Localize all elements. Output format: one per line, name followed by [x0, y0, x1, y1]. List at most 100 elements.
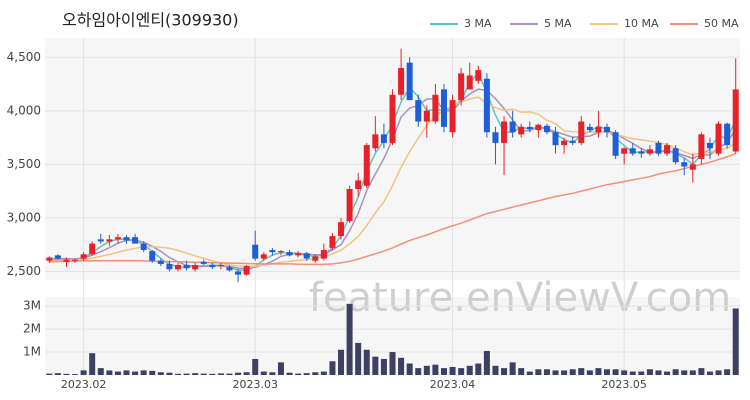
volume-bar — [440, 368, 447, 375]
y-tick-label: 3M — [23, 299, 41, 313]
volume-bar — [97, 368, 104, 375]
volume-bar — [415, 368, 422, 375]
volume-bar — [501, 368, 508, 375]
candle-body — [535, 124, 542, 131]
candle-body — [552, 132, 559, 146]
volume-bar — [372, 356, 379, 375]
volume-bar — [595, 368, 602, 375]
volume-bar — [604, 369, 611, 375]
candle-body — [569, 140, 576, 143]
candle-body — [475, 70, 482, 81]
volume-bar — [483, 350, 490, 375]
volume-bar — [621, 370, 628, 375]
candle-body — [46, 257, 53, 261]
candle-body — [561, 140, 568, 146]
ma-line — [49, 96, 737, 268]
volume-bar — [329, 361, 336, 375]
watermark: feature.enViewV.com — [309, 275, 731, 321]
candle-body — [295, 253, 302, 256]
volume-bar — [243, 372, 250, 375]
volume-bar — [72, 374, 79, 375]
volume-bar — [80, 370, 87, 375]
volume-bar — [355, 342, 362, 375]
candle-body — [217, 265, 224, 267]
volume-bar — [586, 370, 593, 375]
candle-body — [466, 75, 473, 90]
candle-body — [689, 164, 696, 170]
x-tick-label: 2023.04 — [430, 378, 476, 391]
legend-label: 50 MA — [704, 17, 739, 30]
candle-body — [664, 145, 671, 154]
candle-body — [149, 251, 156, 261]
candle-body — [260, 254, 267, 259]
volume-bar — [715, 370, 722, 375]
volume-bar — [698, 368, 705, 375]
candle-body — [252, 244, 259, 259]
volume-bar — [552, 370, 559, 375]
candle-body — [432, 94, 439, 122]
candle-body — [681, 162, 688, 167]
volume-bar — [535, 369, 542, 375]
candle-body — [509, 121, 516, 133]
volume-bar — [132, 371, 139, 375]
volume-bar — [183, 373, 190, 375]
volume-bar — [338, 349, 345, 375]
volume-bar — [724, 369, 731, 375]
candle-body — [192, 265, 199, 270]
candle-body — [226, 267, 233, 271]
candle-body — [698, 134, 705, 159]
y-tick-label: 2,500 — [7, 264, 41, 278]
candle-body — [277, 251, 284, 253]
y-tick-label: 4,500 — [7, 50, 41, 64]
candle-body — [200, 261, 207, 264]
candle-body — [672, 148, 679, 163]
volume-bar — [235, 372, 242, 375]
candle-body — [586, 126, 593, 131]
legend-label: 10 MA — [624, 17, 659, 30]
volume-bar — [63, 373, 70, 375]
candle-body — [638, 151, 645, 154]
volume-bar — [166, 372, 173, 375]
volume-bar — [312, 372, 319, 375]
volume-bar — [672, 369, 679, 375]
candle-body — [440, 89, 447, 127]
volume-bar — [106, 370, 113, 375]
volume-bar — [492, 365, 499, 375]
candle-body — [380, 134, 387, 143]
candle-body — [518, 126, 525, 135]
volume-bar — [423, 365, 430, 375]
volume-bar — [406, 363, 413, 375]
volume-bar — [123, 370, 130, 375]
volume-bar — [389, 352, 396, 375]
volume-bar — [260, 371, 267, 375]
candle-body — [389, 94, 396, 143]
volume-bar — [509, 362, 516, 375]
volume-bar — [664, 371, 671, 375]
volume-bar — [269, 372, 276, 375]
x-tick-label: 2023.03 — [232, 378, 278, 391]
candle-body — [458, 73, 465, 101]
candle-body — [732, 89, 739, 152]
volume-bar — [200, 373, 207, 375]
candle-body — [329, 236, 336, 248]
volume-bar — [89, 353, 96, 375]
volume-bar — [217, 373, 224, 375]
candle-body — [501, 121, 508, 143]
candle-body — [89, 243, 96, 255]
candle-body — [235, 271, 242, 275]
volume-bar — [226, 373, 233, 375]
candle-body — [97, 239, 104, 242]
volume-bar — [638, 371, 645, 375]
candle-body — [243, 266, 250, 275]
volume-bar — [295, 373, 302, 375]
candle-body — [543, 125, 550, 133]
volume-bar — [655, 370, 662, 375]
candle-body — [372, 134, 379, 149]
x-tick-label: 2023.02 — [61, 378, 107, 391]
candle-body — [157, 260, 164, 264]
candle-body — [63, 259, 70, 262]
volume-bar — [363, 349, 370, 375]
candle-body — [706, 142, 713, 149]
candle-body — [612, 132, 619, 156]
